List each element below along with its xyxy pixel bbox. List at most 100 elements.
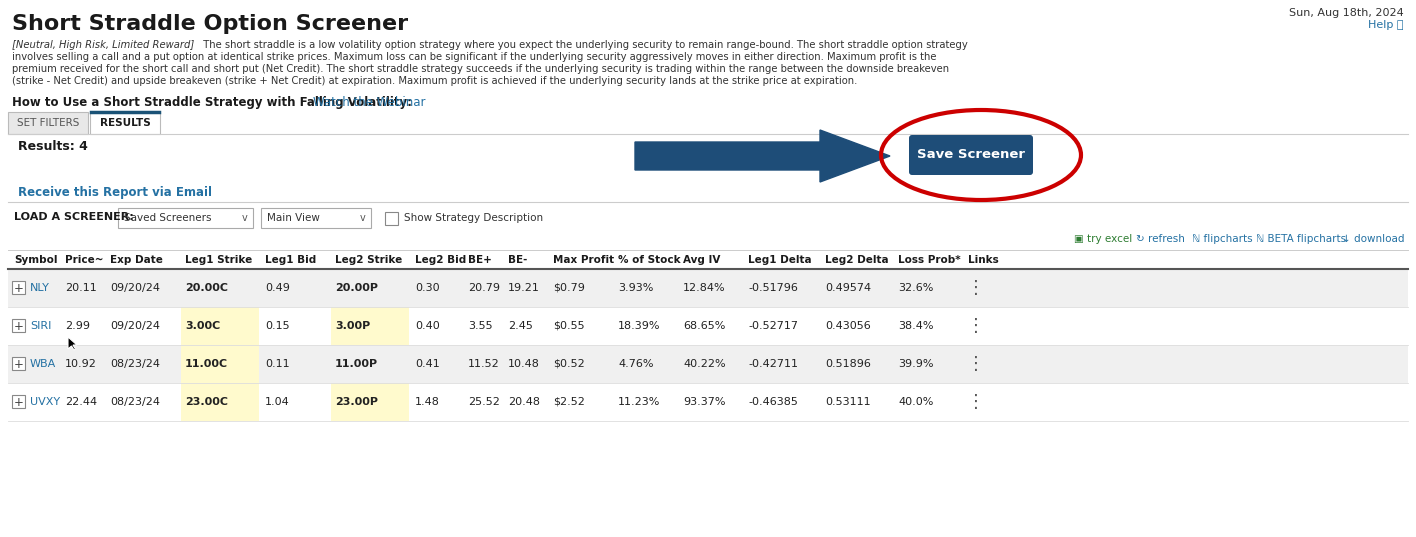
FancyBboxPatch shape xyxy=(909,135,1034,175)
Text: 4.76%: 4.76% xyxy=(617,359,654,369)
Text: Help ⓘ: Help ⓘ xyxy=(1368,20,1405,30)
Text: Leg1 Delta: Leg1 Delta xyxy=(748,255,811,265)
Text: 68.65%: 68.65% xyxy=(683,321,725,331)
Text: +: + xyxy=(14,281,24,294)
Text: 18.39%: 18.39% xyxy=(617,321,660,331)
Text: 39.9%: 39.9% xyxy=(898,359,933,369)
Text: 20.00P: 20.00P xyxy=(336,283,378,293)
Text: -0.46385: -0.46385 xyxy=(748,397,797,407)
Text: Show Strategy Description: Show Strategy Description xyxy=(404,213,544,223)
Text: v: v xyxy=(360,213,365,223)
Text: ℕ flipcharts: ℕ flipcharts xyxy=(1192,234,1253,244)
Text: ▣ try excel: ▣ try excel xyxy=(1073,234,1131,244)
Text: Symbol: Symbol xyxy=(14,255,58,265)
Text: 19.21: 19.21 xyxy=(508,283,539,293)
Text: $2.52: $2.52 xyxy=(554,397,585,407)
Text: 40.0%: 40.0% xyxy=(898,397,933,407)
FancyArrow shape xyxy=(634,130,891,182)
Text: BE+: BE+ xyxy=(469,255,491,265)
Text: Leg2 Strike: Leg2 Strike xyxy=(336,255,402,265)
FancyBboxPatch shape xyxy=(261,208,371,228)
Text: Sun, Aug 18th, 2024: Sun, Aug 18th, 2024 xyxy=(1289,8,1405,18)
FancyBboxPatch shape xyxy=(11,395,25,408)
Text: 12.84%: 12.84% xyxy=(683,283,725,293)
Text: 93.37%: 93.37% xyxy=(683,397,725,407)
Text: 1.48: 1.48 xyxy=(415,397,440,407)
Text: ℕ BETA flipcharts: ℕ BETA flipcharts xyxy=(1256,234,1347,244)
Text: Watch the Webinar: Watch the Webinar xyxy=(313,96,425,109)
Text: -0.42711: -0.42711 xyxy=(748,359,799,369)
Text: Leg1 Bid: Leg1 Bid xyxy=(265,255,316,265)
Text: Loss Prob*: Loss Prob* xyxy=(898,255,960,265)
Text: 08/23/24: 08/23/24 xyxy=(110,397,160,407)
Text: $0.79: $0.79 xyxy=(554,283,585,293)
Text: ⋮: ⋮ xyxy=(967,279,986,297)
Text: ⋮: ⋮ xyxy=(967,317,986,335)
Text: 0.49: 0.49 xyxy=(265,283,290,293)
Text: 32.6%: 32.6% xyxy=(898,283,933,293)
Text: 09/20/24: 09/20/24 xyxy=(110,321,160,331)
Text: 3.00C: 3.00C xyxy=(185,321,221,331)
Text: ⋮: ⋮ xyxy=(967,355,986,373)
FancyBboxPatch shape xyxy=(331,307,409,345)
Text: Main View: Main View xyxy=(268,213,320,223)
FancyBboxPatch shape xyxy=(385,212,398,225)
Text: 0.30: 0.30 xyxy=(415,283,439,293)
Polygon shape xyxy=(68,337,76,350)
Text: 2.99: 2.99 xyxy=(65,321,91,331)
Text: $0.55: $0.55 xyxy=(554,321,585,331)
Text: Max Profit: Max Profit xyxy=(554,255,615,265)
Text: SIRI: SIRI xyxy=(30,321,51,331)
Text: +: + xyxy=(14,358,24,371)
Text: (strike - Net Credit) and upside breakeven (strike + Net Credit) at expiration. : (strike - Net Credit) and upside breakev… xyxy=(11,76,857,86)
FancyBboxPatch shape xyxy=(331,383,409,421)
FancyBboxPatch shape xyxy=(8,307,1408,345)
Text: -0.51796: -0.51796 xyxy=(748,283,797,293)
Text: Leg2 Bid: Leg2 Bid xyxy=(415,255,466,265)
Text: Save Screener: Save Screener xyxy=(918,149,1025,162)
Text: 0.49574: 0.49574 xyxy=(826,283,871,293)
FancyBboxPatch shape xyxy=(91,112,160,134)
Text: NLY: NLY xyxy=(30,283,50,293)
FancyBboxPatch shape xyxy=(11,357,25,370)
Text: v: v xyxy=(241,213,246,223)
FancyBboxPatch shape xyxy=(181,383,259,421)
Text: 11.00P: 11.00P xyxy=(336,359,378,369)
Text: 0.43056: 0.43056 xyxy=(826,321,871,331)
FancyBboxPatch shape xyxy=(8,269,1408,307)
Text: 0.40: 0.40 xyxy=(415,321,440,331)
Text: % of Stock: % of Stock xyxy=(617,255,681,265)
Text: Results: 4: Results: 4 xyxy=(18,140,88,153)
Text: 11.52: 11.52 xyxy=(469,359,500,369)
Text: 0.53111: 0.53111 xyxy=(826,397,871,407)
FancyBboxPatch shape xyxy=(8,383,1408,421)
Text: 25.52: 25.52 xyxy=(469,397,500,407)
Text: -0.52717: -0.52717 xyxy=(748,321,799,331)
Text: 2.45: 2.45 xyxy=(508,321,532,331)
Text: 20.48: 20.48 xyxy=(508,397,539,407)
Text: Short Straddle Option Screener: Short Straddle Option Screener xyxy=(11,14,408,34)
Text: 22.44: 22.44 xyxy=(65,397,98,407)
Text: 20.79: 20.79 xyxy=(469,283,500,293)
Text: 23.00C: 23.00C xyxy=(185,397,228,407)
Text: 0.41: 0.41 xyxy=(415,359,440,369)
Text: Links: Links xyxy=(969,255,998,265)
Text: +: + xyxy=(14,395,24,409)
Text: Price~: Price~ xyxy=(65,255,103,265)
Text: Saved Screeners: Saved Screeners xyxy=(125,213,211,223)
Text: How to Use a Short Straddle Strategy with Falling Volatility:: How to Use a Short Straddle Strategy wit… xyxy=(11,96,416,109)
Text: UVXY: UVXY xyxy=(30,397,59,407)
Text: SET FILTERS: SET FILTERS xyxy=(17,118,79,128)
FancyBboxPatch shape xyxy=(8,112,88,134)
Text: 3.00P: 3.00P xyxy=(336,321,370,331)
Text: 40.22%: 40.22% xyxy=(683,359,725,369)
Text: ⋮: ⋮ xyxy=(967,393,986,411)
Text: The short straddle is a low volatility option strategy where you expect the unde: The short straddle is a low volatility o… xyxy=(197,40,967,50)
Text: 38.4%: 38.4% xyxy=(898,321,933,331)
Text: 10.92: 10.92 xyxy=(65,359,96,369)
Text: 11.23%: 11.23% xyxy=(617,397,660,407)
Text: 0.15: 0.15 xyxy=(265,321,290,331)
Text: LOAD A SCREENER:: LOAD A SCREENER: xyxy=(14,212,133,222)
Text: WBA: WBA xyxy=(30,359,57,369)
Text: RESULTS: RESULTS xyxy=(99,118,150,128)
